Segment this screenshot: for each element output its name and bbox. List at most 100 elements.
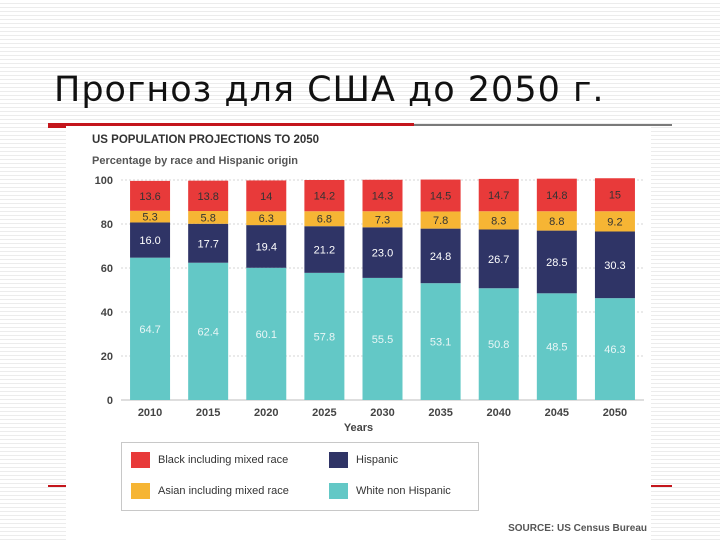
data-label-black: 14.3	[372, 191, 393, 203]
bar-segment-hispanic	[594, 231, 635, 299]
source-note: SOURCE: US Census Bureau	[508, 523, 647, 534]
bar-segment-black	[478, 178, 519, 212]
bar-segment-asian	[304, 211, 345, 227]
decorative-rule-left	[48, 485, 66, 487]
data-label-asian: 7.3	[375, 214, 390, 226]
y-tick-label: 20	[101, 351, 113, 363]
bar-segment-black	[130, 180, 171, 211]
bar-segment-white-non-hispanic	[478, 288, 519, 400]
bar-segment-asian	[362, 211, 403, 228]
bar-segment-hispanic	[130, 222, 171, 258]
bar-segment-white-non-hispanic	[420, 283, 461, 400]
data-label-black: 14.5	[430, 191, 451, 203]
decorative-rule-right	[651, 485, 672, 487]
data-label-white-non-hispanic: 48.5	[546, 342, 567, 354]
data-label-black: 14.7	[488, 190, 509, 202]
y-tick-label: 60	[101, 263, 113, 275]
bar-segment-hispanic	[420, 228, 461, 284]
data-label-hispanic: 19.4	[256, 241, 277, 253]
legend-label-asian: Asian including mixed race	[158, 485, 289, 497]
legend-swatch-white-non-hispanic	[329, 483, 348, 499]
data-label-asian: 5.8	[201, 212, 216, 224]
bar-segment-black	[304, 180, 345, 212]
stacked-bar-chart: 02040608010064.716.05.313.6201062.417.75…	[95, 175, 644, 419]
y-tick-label: 80	[101, 219, 113, 231]
data-label-black: 15	[609, 190, 621, 202]
bar-segment-asian	[594, 211, 635, 232]
x-axis-title: Years	[343, 422, 374, 434]
x-tick-label: 2045	[545, 407, 569, 419]
legend: Black including mixed race Hispanic Asia…	[121, 442, 479, 511]
legend-swatch-black	[131, 452, 150, 468]
bar-segment-asian	[246, 211, 287, 226]
data-label-hispanic: 28.5	[546, 257, 567, 269]
chart-figure: US POPULATION PROJECTIONS TO 2050 Percen…	[66, 126, 651, 540]
data-label-black: 14.8	[546, 190, 567, 202]
bar-segment-white-non-hispanic	[536, 293, 577, 400]
title-underline-gray	[414, 124, 672, 126]
data-label-hispanic: 26.7	[488, 254, 509, 266]
data-label-asian: 6.3	[259, 213, 274, 225]
data-label-hispanic: 16.0	[139, 235, 160, 247]
x-tick-label: 2035	[428, 407, 452, 419]
data-label-black: 14	[260, 191, 272, 203]
title-underline-red	[48, 123, 414, 128]
data-label-black: 13.6	[139, 191, 160, 203]
legend-item-hispanic: Hispanic	[329, 452, 398, 468]
bar-segment-black	[246, 180, 287, 212]
data-label-asian: 9.2	[607, 216, 622, 228]
x-tick-label: 2025	[312, 407, 336, 419]
data-label-hispanic: 24.8	[430, 251, 451, 263]
legend-item-black: Black including mixed race	[131, 452, 288, 468]
bar-segment-asian	[536, 211, 577, 231]
slide-title: Прогноз для США до 2050 г.	[54, 70, 605, 110]
legend-swatch-hispanic	[329, 452, 348, 468]
data-label-white-non-hispanic: 64.7	[139, 324, 160, 336]
bar-segment-asian	[478, 211, 519, 230]
legend-label-white-non-hispanic: White non Hispanic	[356, 485, 451, 497]
data-label-black: 14.2	[314, 191, 335, 203]
data-label-white-non-hispanic: 53.1	[430, 337, 451, 349]
legend-label-hispanic: Hispanic	[356, 454, 399, 466]
legend-item-white-non-hispanic: White non Hispanic	[329, 483, 451, 499]
chart-subtitle: Percentage by race and Hispanic origin	[92, 155, 299, 167]
bar-segment-black	[536, 178, 577, 212]
bar-segment-black	[362, 179, 403, 212]
data-label-white-non-hispanic: 62.4	[197, 326, 218, 338]
x-tick-label: 2040	[486, 407, 510, 419]
bar-segment-hispanic	[478, 229, 519, 289]
bar-segment-white-non-hispanic	[188, 262, 229, 400]
legend-item-asian: Asian including mixed race	[131, 483, 289, 499]
data-label-white-non-hispanic: 46.3	[604, 344, 625, 356]
y-tick-label: 40	[101, 307, 113, 319]
data-label-black: 13.8	[197, 191, 218, 203]
y-tick-label: 0	[107, 395, 113, 407]
bar-segment-asian	[188, 211, 229, 224]
data-label-white-non-hispanic: 50.8	[488, 339, 509, 351]
data-label-white-non-hispanic: 60.1	[256, 329, 277, 341]
y-tick-label: 100	[95, 175, 113, 187]
bar-segment-hispanic	[304, 226, 345, 273]
bar-segment-white-non-hispanic	[362, 277, 403, 400]
legend-swatch-asian	[131, 483, 150, 499]
x-tick-label: 2010	[138, 407, 162, 419]
legend-label-black: Black including mixed race	[158, 454, 289, 466]
bar-segment-black	[420, 179, 461, 212]
x-tick-label: 2020	[254, 407, 278, 419]
bar-segment-white-non-hispanic	[130, 257, 171, 400]
data-label-asian: 7.8	[433, 215, 448, 227]
bar-segment-asian	[130, 210, 171, 223]
data-label-hispanic: 30.3	[604, 260, 625, 272]
bar-segment-black	[188, 180, 229, 212]
data-label-asian: 8.8	[549, 216, 564, 228]
x-tick-label: 2015	[196, 407, 220, 419]
bar-segment-white-non-hispanic	[246, 267, 287, 400]
x-tick-label: 2050	[603, 407, 627, 419]
bar-segment-hispanic	[188, 223, 229, 263]
bar-segment-hispanic	[536, 230, 577, 294]
x-tick-label: 2030	[370, 407, 394, 419]
bar-segment-asian	[420, 211, 461, 229]
data-label-asian: 6.8	[317, 214, 332, 226]
data-label-asian: 5.3	[142, 212, 157, 224]
data-label-asian: 8.3	[491, 215, 506, 227]
